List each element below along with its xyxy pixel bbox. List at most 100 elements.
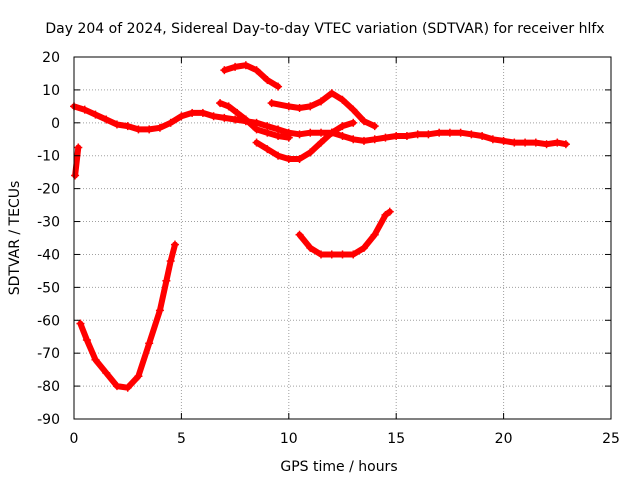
data-point — [295, 230, 304, 239]
data-point — [349, 105, 358, 114]
data-point — [338, 131, 347, 140]
chart-title: Day 204 of 2024, Sidereal Day-to-day VTE… — [45, 21, 604, 37]
data-point — [306, 102, 315, 111]
data-point — [91, 110, 100, 119]
data-point — [216, 99, 225, 108]
data-point — [306, 128, 315, 137]
data-point — [162, 276, 171, 285]
y-tick-label: -90 — [37, 412, 60, 428]
series-branch — [216, 99, 293, 142]
y-tick-label: 0 — [51, 116, 60, 132]
data-point — [295, 130, 304, 139]
data-point — [349, 118, 358, 127]
data-point — [252, 66, 261, 75]
data-point — [381, 210, 390, 219]
data-point — [359, 117, 368, 126]
series-isolated — [71, 143, 83, 180]
data-point — [241, 61, 250, 70]
data-point — [317, 97, 326, 106]
data-point — [145, 339, 154, 348]
y-tick-label: -80 — [37, 379, 60, 395]
data-point — [338, 250, 347, 259]
x-axis-label: GPS time / hours — [280, 459, 397, 475]
data-point — [198, 108, 207, 117]
series-track — [253, 119, 357, 162]
data-point — [224, 102, 233, 111]
data-point — [531, 138, 540, 147]
x-tick-label: 20 — [495, 431, 513, 447]
data-point — [456, 128, 465, 137]
data-point — [478, 131, 487, 140]
data-point — [263, 76, 272, 85]
data-point — [370, 230, 379, 239]
data-point — [220, 66, 229, 75]
data-point — [467, 130, 476, 139]
series-layer — [70, 61, 570, 392]
series-second-low — [295, 207, 394, 259]
data-point — [317, 250, 326, 259]
data-point — [521, 138, 530, 147]
data-point — [561, 140, 570, 149]
data-point — [74, 143, 83, 152]
data-point — [510, 138, 519, 147]
x-tick-label: 15 — [387, 431, 405, 447]
grid — [74, 57, 611, 419]
data-point — [252, 138, 261, 147]
data-point — [91, 355, 100, 364]
data-point — [233, 108, 242, 117]
y-axis-label: SDTVAR / TECUs — [7, 181, 23, 296]
data-point — [359, 136, 368, 145]
x-tick-label: 25 — [602, 431, 620, 447]
data-point — [241, 115, 250, 124]
series-track — [72, 144, 82, 179]
data-point — [274, 131, 283, 140]
data-point — [155, 123, 164, 132]
y-tick-label: -10 — [37, 149, 60, 165]
y-tick-label: -50 — [37, 280, 60, 296]
data-point — [284, 155, 293, 164]
data-point — [306, 148, 315, 157]
data-point — [402, 131, 411, 140]
data-point — [499, 136, 508, 145]
data-point — [488, 135, 497, 144]
series-track — [268, 90, 378, 130]
series-main — [70, 102, 570, 149]
data-point — [263, 128, 272, 137]
data-point — [102, 115, 111, 124]
data-point — [338, 95, 347, 104]
data-point — [82, 336, 91, 345]
data-point — [370, 122, 379, 131]
data-point — [317, 128, 326, 137]
y-tick-label: 20 — [42, 50, 60, 66]
data-point — [542, 140, 551, 149]
data-point — [170, 240, 179, 249]
data-point — [359, 243, 368, 252]
data-point — [123, 122, 132, 131]
data-point — [553, 138, 562, 147]
plot-frame — [73, 56, 612, 420]
data-point — [413, 130, 422, 139]
data-point — [274, 82, 283, 91]
y-tick-label: -30 — [37, 215, 60, 231]
data-point — [327, 89, 336, 98]
series-track — [77, 241, 178, 391]
data-point — [188, 108, 197, 117]
data-point — [112, 382, 121, 391]
y-tick-label: -60 — [37, 313, 60, 329]
data-point — [349, 250, 358, 259]
data-point — [284, 133, 293, 142]
data-point — [306, 243, 315, 252]
data-point — [155, 306, 164, 315]
ticks: 0 5 10 15 20 25 20 10 0 -10 -20 -30 -40 -50 -60 -70 -80 -… — [37, 50, 620, 447]
x-tick-label: 5 — [177, 431, 186, 447]
data-point — [252, 125, 261, 134]
data-point — [274, 151, 283, 160]
data-point — [123, 383, 132, 392]
data-point — [231, 62, 240, 71]
data-point — [80, 105, 89, 114]
y-tick-label: -20 — [37, 182, 60, 198]
data-point — [134, 372, 143, 381]
data-point — [177, 112, 186, 121]
